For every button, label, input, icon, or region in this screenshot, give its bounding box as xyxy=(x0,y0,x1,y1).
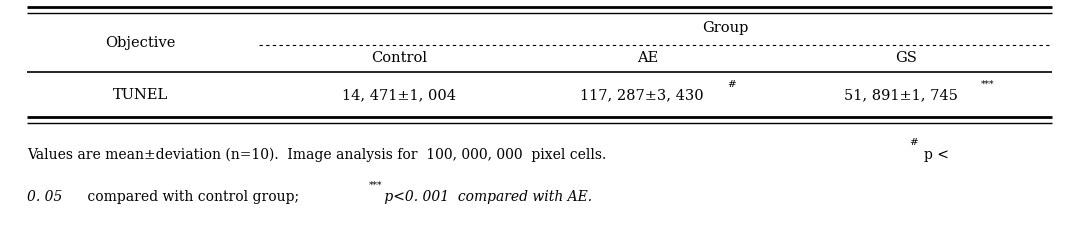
Text: p<0. 001  compared with AE.: p<0. 001 compared with AE. xyxy=(380,190,592,204)
Text: TUNEL: TUNEL xyxy=(112,88,168,102)
Text: ***: *** xyxy=(369,181,383,189)
Text: #: # xyxy=(910,138,918,147)
Text: 117, 287±3, 430: 117, 287±3, 430 xyxy=(581,88,704,102)
Text: p <: p < xyxy=(924,148,948,162)
Text: compared with control group;: compared with control group; xyxy=(83,190,308,204)
Text: 14, 471±1, 004: 14, 471±1, 004 xyxy=(342,88,456,102)
Text: AE: AE xyxy=(637,51,658,65)
Text: Control: Control xyxy=(371,51,427,65)
Text: Group: Group xyxy=(702,21,749,35)
Text: ***: *** xyxy=(981,80,994,89)
Text: Values are mean±deviation (n=10).  Image analysis for  100, 000, 000  pixel cell: Values are mean±deviation (n=10). Image … xyxy=(27,148,615,162)
Text: 0. 05: 0. 05 xyxy=(27,190,63,204)
Text: GS: GS xyxy=(896,51,917,65)
Text: Objective: Objective xyxy=(105,35,176,49)
Text: 51, 891±1, 745: 51, 891±1, 745 xyxy=(844,88,958,102)
Text: #: # xyxy=(727,80,736,89)
